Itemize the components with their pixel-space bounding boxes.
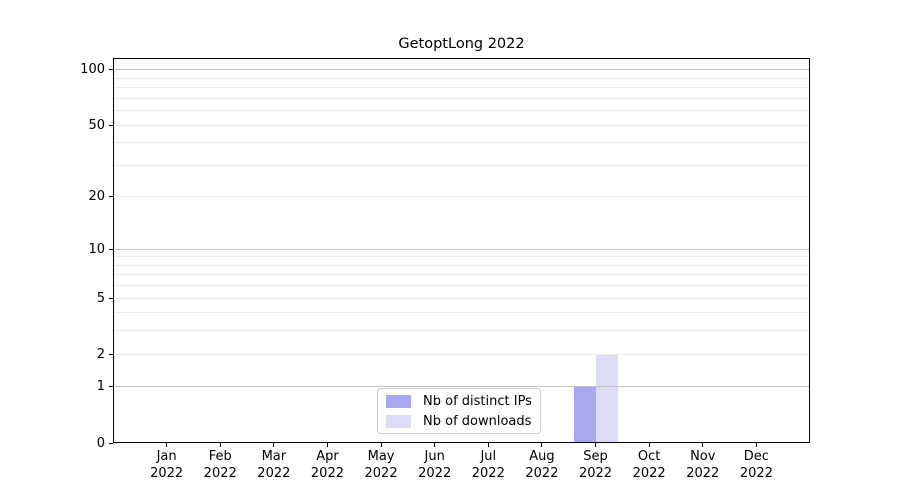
minor-gridline (113, 256, 810, 258)
bar-downloads-sep (595, 354, 618, 443)
minor-gridline (113, 164, 810, 166)
y-tick-mark (109, 297, 113, 299)
major-gridline (113, 248, 810, 250)
year-label: 2022 (150, 465, 184, 481)
y-tick-label: 50 (88, 117, 105, 133)
legend-item-distinct-ips: Nb of distinct IPs (386, 394, 540, 409)
month-label: May (367, 449, 395, 464)
year-label: 2022 (364, 465, 398, 481)
year-label: 2022 (310, 465, 344, 481)
minor-gridline (113, 77, 810, 79)
x-tick-label: Jul 2022 (448, 449, 528, 482)
legend-swatch-distinct-ips (386, 394, 411, 408)
x-tick-mark (219, 443, 221, 447)
x-tick-mark (595, 443, 597, 447)
y-tick-label: 20 (88, 189, 105, 205)
y-tick-label: 10 (88, 241, 105, 257)
x-tick-mark (648, 443, 650, 447)
month-label: Jul (480, 449, 497, 464)
y-tick-label: 5 (96, 290, 105, 306)
year-label: 2022 (632, 465, 666, 481)
year-label: 2022 (257, 465, 291, 481)
month-label: Apr (316, 449, 339, 464)
month-label: Mar (261, 449, 287, 464)
minor-gridline (113, 285, 810, 287)
minor-gridline (113, 330, 810, 332)
year-label: 2022 (578, 465, 613, 481)
plot-area (113, 58, 810, 443)
y-tick-mark (109, 196, 113, 198)
month-label: Feb (208, 449, 232, 464)
minor-gridline (113, 353, 810, 355)
major-gridline (113, 69, 810, 71)
legend: Nb of distinct IPs Nb of downloads (377, 388, 541, 434)
month-label: Sep (583, 449, 608, 464)
year-label: 2022 (418, 465, 452, 481)
year-label: 2022 (686, 465, 720, 481)
y-tick-label: 2 (96, 346, 105, 362)
y-tick-mark (109, 248, 113, 250)
minor-gridline (113, 196, 810, 198)
y-tick-mark (109, 69, 113, 71)
month-label: Nov (690, 449, 716, 464)
month-label: Jan (156, 449, 177, 464)
legend-item-downloads: Nb of downloads (386, 414, 540, 429)
year-label: 2022 (203, 465, 237, 481)
minor-gridline (113, 97, 810, 99)
legend-swatch-downloads (386, 414, 411, 428)
x-tick-mark (755, 443, 757, 447)
x-tick-label: Nov 2022 (663, 449, 743, 482)
minor-gridline (113, 312, 810, 314)
minor-gridline (113, 87, 810, 89)
month-label: Jun (424, 449, 445, 464)
major-gridline (113, 386, 810, 388)
x-tick-mark (326, 443, 328, 447)
x-tick-mark (487, 443, 489, 447)
y-tick-mark (109, 442, 113, 444)
y-tick-label: 100 (80, 62, 105, 78)
x-tick-label: Jan 2022 (127, 449, 207, 482)
y-tick-mark (109, 353, 113, 355)
x-tick-label: May 2022 (341, 449, 421, 482)
x-tick-label: Sep 2022 (556, 449, 636, 482)
chart-title: GetoptLong 2022 (398, 36, 525, 52)
x-tick-label: Aug 2022 (502, 449, 582, 482)
y-tick-label: 1 (96, 379, 105, 395)
x-tick-mark (434, 443, 436, 447)
month-label: Aug (529, 449, 555, 464)
x-tick-label: Mar 2022 (234, 449, 314, 482)
legend-label-distinct-ips: Nb of distinct IPs (423, 393, 532, 409)
minor-gridline (113, 297, 810, 299)
x-tick-mark (702, 443, 704, 447)
year-label: 2022 (471, 465, 505, 481)
x-tick-label: Apr 2022 (287, 449, 367, 482)
x-tick-mark (380, 443, 382, 447)
x-tick-label: Dec 2022 (716, 449, 796, 482)
x-tick-mark (166, 443, 168, 447)
x-tick-mark (541, 443, 543, 447)
x-tick-label: Jun 2022 (395, 449, 475, 482)
minor-gridline (113, 264, 810, 266)
y-tick-label: 0 (96, 435, 105, 451)
y-tick-mark (109, 124, 113, 126)
legend-label-downloads: Nb of downloads (423, 413, 532, 429)
month-label: Dec (743, 449, 769, 464)
minor-gridline (113, 274, 810, 276)
minor-gridline (113, 110, 810, 112)
y-tick-mark (109, 386, 113, 388)
year-label: 2022 (739, 465, 773, 481)
x-tick-mark (273, 443, 275, 447)
bar-distinct-ips-sep (573, 386, 596, 443)
month-label: Oct (637, 449, 661, 464)
x-tick-label: Oct 2022 (609, 449, 689, 482)
x-tick-label: Feb 2022 (180, 449, 260, 482)
year-label: 2022 (525, 465, 559, 481)
minor-gridline (113, 142, 810, 144)
minor-gridline (113, 124, 810, 126)
